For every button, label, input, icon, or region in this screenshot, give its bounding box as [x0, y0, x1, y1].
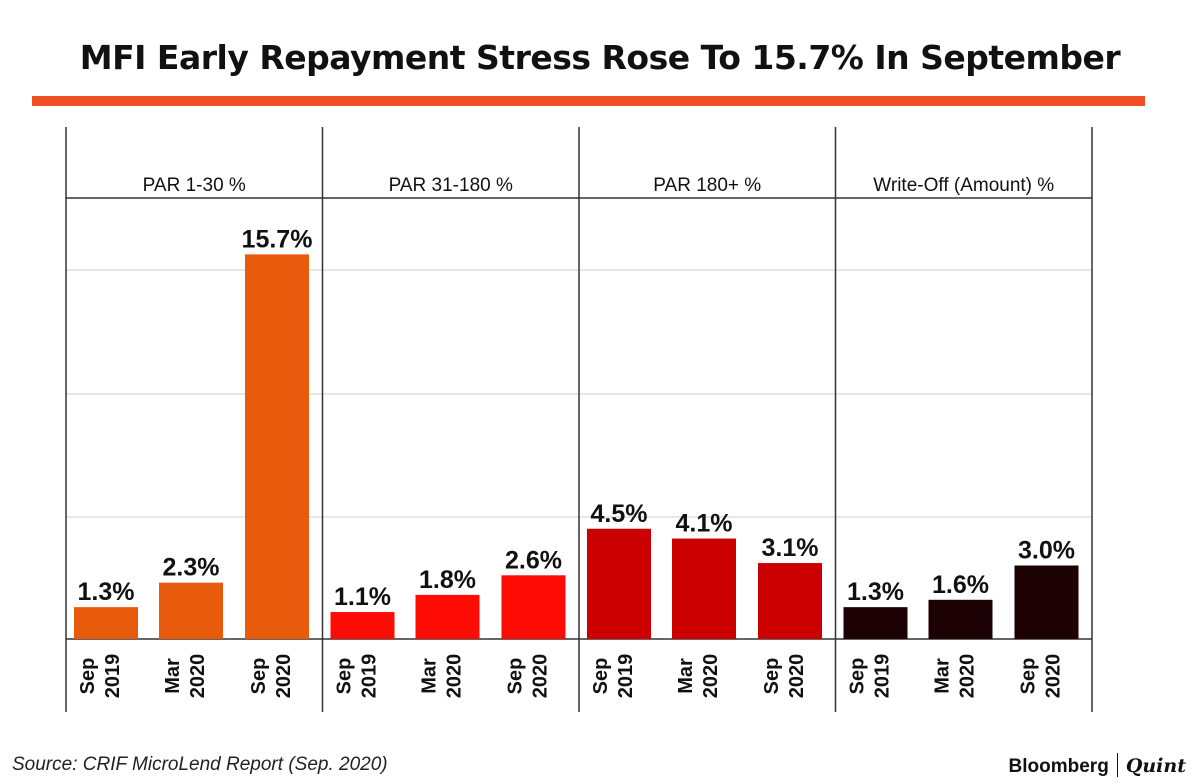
x-tick-label-month: Mar: [675, 658, 697, 694]
data-label: 3.0%: [1018, 537, 1075, 565]
bar: [415, 594, 480, 639]
x-tick-label-year: 2019: [615, 654, 637, 699]
x-tick-label-month: Sep: [77, 658, 99, 695]
brand-partner: Quint: [1125, 755, 1186, 777]
x-tick-label-month: Sep: [847, 658, 869, 695]
data-label: 1.6%: [932, 571, 989, 599]
bar: [245, 254, 309, 639]
x-tick-label-year: 2019: [102, 654, 124, 699]
x-tick-label-year: 2019: [872, 654, 894, 699]
data-label: 2.6%: [505, 546, 562, 574]
panel-header: Write-Off (Amount) %: [873, 175, 1054, 196]
x-tick-label-month: Mar: [419, 658, 441, 694]
brand-divider: [1116, 753, 1118, 777]
panel-header: PAR 180+ %: [653, 175, 761, 196]
bar: [928, 599, 993, 639]
x-tick-label-month: Sep: [248, 658, 270, 695]
data-label: 4.1%: [676, 510, 733, 538]
bar: [672, 538, 736, 639]
page-title: MFI Early Repayment Stress Rose To 15.7%…: [79, 38, 1121, 77]
bar: [74, 607, 138, 639]
data-label: 1.3%: [78, 578, 135, 606]
x-tick-label-year: 2020: [444, 654, 466, 699]
x-tick-label-year: 2020: [957, 654, 979, 699]
x-tick-label-year: 2020: [530, 654, 552, 699]
data-label: 4.5%: [591, 500, 648, 528]
bar: [758, 563, 822, 639]
bar: [1014, 565, 1079, 639]
x-tick-label-year: 2020: [273, 654, 295, 699]
x-tick-label-year: 2020: [786, 654, 808, 699]
source-note: Source: CRIF MicroLend Report (Sep. 2020…: [12, 754, 388, 775]
data-label: 15.7%: [242, 225, 313, 253]
x-tick-label-year: 2020: [700, 654, 722, 699]
panel-header: PAR 31-180 %: [389, 175, 513, 196]
panel-header: PAR 1-30 %: [143, 175, 246, 196]
data-label: 1.3%: [847, 578, 904, 606]
bar: [501, 575, 566, 639]
bar: [587, 528, 651, 639]
data-label: 3.1%: [762, 534, 819, 562]
data-label: 2.3%: [163, 554, 220, 582]
brand-name: Bloomberg: [1008, 756, 1109, 777]
x-tick-label-month: Sep: [1018, 658, 1040, 695]
x-tick-label-month: Mar: [932, 658, 954, 694]
x-tick-label-year: 2020: [187, 654, 209, 699]
accent-rule: [32, 96, 1145, 106]
bar: [330, 612, 395, 639]
x-tick-label-month: Sep: [590, 658, 612, 695]
x-tick-label-month: Sep: [761, 658, 783, 695]
data-label: 1.8%: [419, 566, 476, 594]
x-tick-label-year: 2020: [1043, 654, 1065, 699]
brand-logo: Bloomberg Quint: [1009, 753, 1186, 778]
data-label: 1.1%: [334, 583, 391, 611]
x-tick-label-month: Mar: [162, 658, 184, 694]
x-tick-label-month: Sep: [334, 658, 356, 695]
x-tick-label-year: 2019: [359, 654, 381, 699]
bar: [159, 582, 223, 639]
bar: [843, 607, 908, 639]
x-tick-label-month: Sep: [505, 658, 527, 695]
